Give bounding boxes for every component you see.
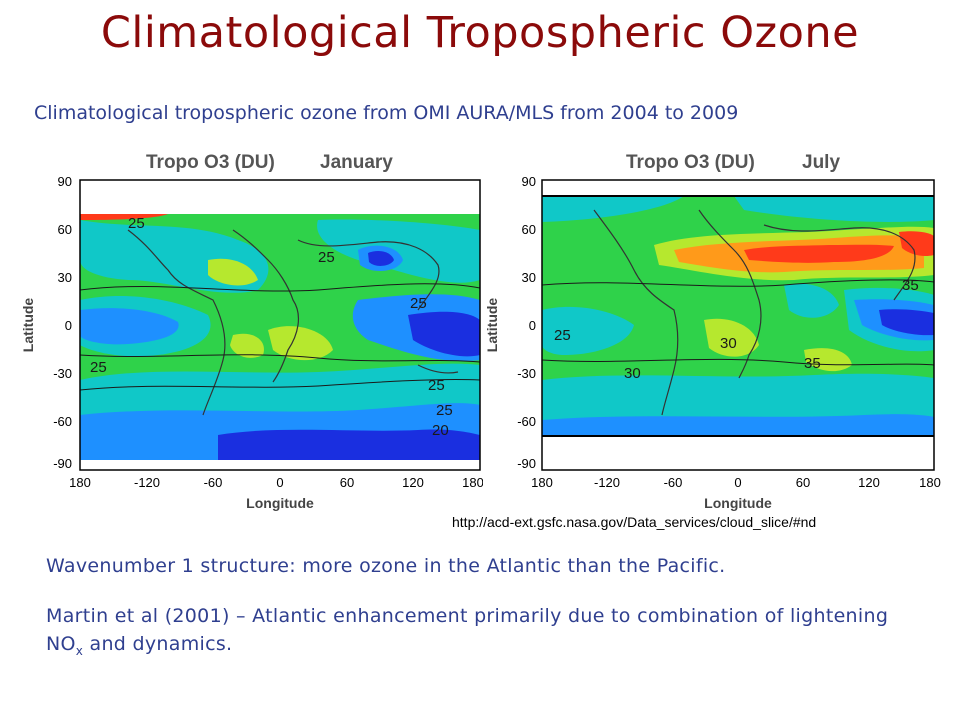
y-tick-label: 30 [522, 270, 536, 285]
ozone-map-july: Tropo O3 (DU) July [484, 150, 950, 515]
bullet-wavenumber: Wavenumber 1 structure: more ozone in th… [46, 555, 726, 577]
y-tick-label: 0 [529, 318, 536, 333]
contour-label: 25 [318, 249, 335, 266]
x-tick-label: 60 [340, 475, 354, 490]
y-tick-label: -30 [53, 366, 72, 381]
contour-label: 25 [554, 327, 571, 344]
contour-label: 30 [624, 365, 641, 382]
y-tick-label: 60 [58, 222, 72, 237]
x-axis-label: Longitude [704, 495, 772, 511]
x-tick-label: 180 [919, 475, 941, 490]
y-tick-label: -90 [53, 456, 72, 471]
y-tick-label: 90 [522, 174, 536, 189]
x-tick-label: 120 [402, 475, 424, 490]
map-plot-january: 25 25 25 25 25 20 25 90 60 30 0 -30 -60 … [20, 174, 483, 511]
map-title-month: January [320, 152, 393, 173]
y-axis-label: Latitude [484, 298, 500, 353]
y-tick-label: -60 [517, 414, 536, 429]
contour-label: 35 [804, 355, 821, 372]
y-axis-label: Latitude [20, 298, 36, 353]
contour-label: 30 [720, 335, 737, 352]
slide-subtitle: Climatological tropospheric ozone from O… [34, 102, 739, 124]
bullet-martin: Martin et al (2001) – Atlantic enhanceme… [46, 602, 926, 665]
y-tick-label: 30 [58, 270, 72, 285]
source-url: http://acd-ext.gsfc.nasa.gov/Data_servic… [452, 514, 817, 530]
x-tick-label: 60 [796, 475, 810, 490]
bullet-martin-text: Martin et al (2001) – Atlantic enhanceme… [46, 605, 889, 655]
y-tick-label: -90 [517, 456, 536, 471]
y-tick-label: 0 [65, 318, 72, 333]
ozone-map-january: Tropo O3 (DU) January [18, 150, 483, 515]
contour-label: 25 [128, 215, 145, 232]
x-tick-label: 180 [69, 475, 91, 490]
map-title-variable: Tropo O3 (DU) [146, 152, 275, 173]
x-tick-label: 180 [462, 475, 483, 490]
x-tick-label: -120 [134, 475, 160, 490]
bullet-martin-tail: and dynamics. [83, 633, 233, 655]
x-axis-label: Longitude [246, 495, 314, 511]
subscript-x: x [75, 643, 84, 658]
contour-label: 25 [428, 377, 445, 394]
x-tick-label: 0 [276, 475, 283, 490]
x-tick-label: -60 [204, 475, 223, 490]
slide-title: Climatological Tropospheric Ozone [100, 8, 860, 58]
map-title-month: July [802, 152, 841, 173]
map-plot-july: 25 30 35 30 35 90 60 30 0 -30 -60 -90 18… [484, 174, 941, 511]
y-tick-label: -60 [53, 414, 72, 429]
x-tick-label: 180 [531, 475, 553, 490]
y-tick-label: 60 [522, 222, 536, 237]
x-tick-label: 120 [858, 475, 880, 490]
contour-label: 20 [432, 422, 449, 439]
contour-label: 25 [90, 359, 107, 376]
map-title-variable: Tropo O3 (DU) [626, 152, 755, 173]
contour-label: 25 [436, 402, 453, 419]
contour-label: 35 [902, 277, 919, 294]
contour-label: 25 [410, 295, 427, 312]
x-tick-label: 0 [734, 475, 741, 490]
y-tick-label: 90 [58, 174, 72, 189]
x-tick-label: -120 [594, 475, 620, 490]
x-tick-label: -60 [664, 475, 683, 490]
y-tick-label: -30 [517, 366, 536, 381]
